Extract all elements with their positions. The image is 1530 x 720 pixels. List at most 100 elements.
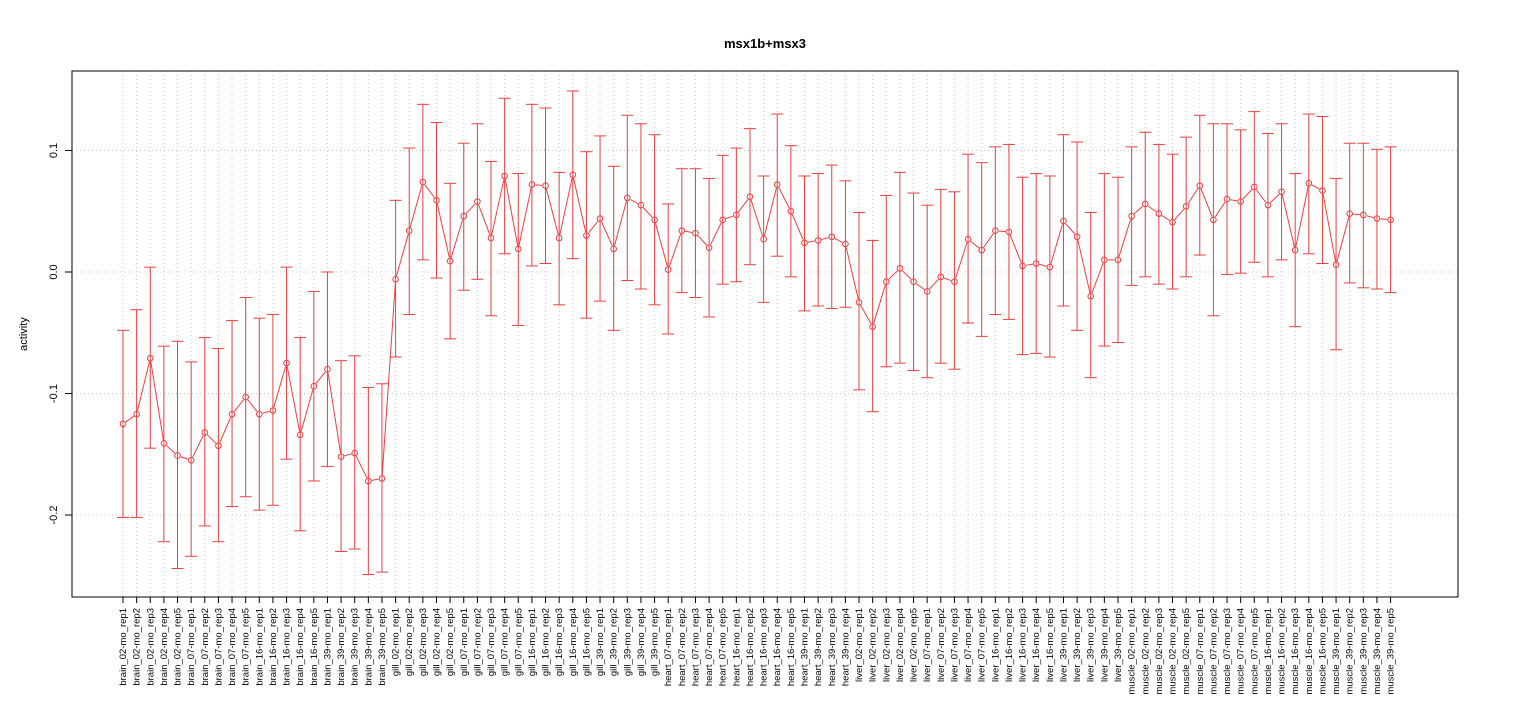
x-tick-label: muscle_39-mo_rep5 — [1386, 608, 1397, 695]
x-tick-label: muscle_07-mo_rep1 — [1195, 608, 1206, 695]
x-tick-label: gill_16-mo_rep2 — [541, 608, 552, 676]
data-point — [692, 229, 699, 237]
data-point — [405, 227, 413, 234]
data-point — [242, 393, 249, 401]
series-line-segment — [845, 247, 859, 300]
series-line-segment — [1336, 216, 1350, 262]
series-line-segment — [614, 201, 627, 246]
x-tick-label: liver_16-mo_rep4 — [1031, 608, 1042, 682]
series-line-segment — [943, 277, 952, 282]
data-point — [187, 457, 195, 464]
series-line-segment — [821, 237, 829, 240]
chart-title: msx1b+msx3 — [724, 36, 806, 51]
y-tick-label: 0.0 — [48, 264, 60, 279]
grid-layer — [72, 71, 1458, 597]
series-line-segment — [381, 282, 396, 476]
data-point — [351, 449, 359, 457]
data-point — [460, 212, 468, 220]
data-point — [869, 323, 876, 330]
x-tick-label: gill_16-mo_rep5 — [581, 608, 592, 676]
x-tick-label: brain_16-mo_rep3 — [282, 608, 293, 686]
x-tick-label: liver_16-mo_rep3 — [1018, 608, 1029, 682]
data-point — [678, 227, 686, 234]
x-tick-label: liver_07-mo_rep4 — [963, 608, 974, 682]
x-tick-label: heart_39-mo_rep4 — [840, 608, 851, 686]
data-point — [583, 232, 590, 239]
series-line-segment — [710, 222, 722, 245]
data-point — [746, 193, 754, 200]
data-point — [1032, 260, 1040, 267]
data-point — [1223, 195, 1231, 203]
series-line-segment — [970, 240, 980, 249]
x-tick-label: liver_07-mo_rep2 — [936, 608, 947, 682]
x-tick-label: muscle_07-mo_rep2 — [1208, 608, 1219, 695]
data-point — [1169, 218, 1176, 226]
data-point — [951, 278, 958, 286]
x-tick-label: muscle_02-mo_rep3 — [1154, 608, 1165, 695]
x-tick-label: heart_07-mo_rep4 — [704, 608, 715, 686]
series-line-segment — [219, 417, 232, 443]
series-line-segment — [1187, 188, 1199, 204]
series-line-segment — [504, 179, 519, 246]
series-line-segment — [860, 305, 872, 324]
x-tick-label: brain_07-mo_rep3 — [213, 608, 224, 686]
x-tick-label: muscle_16-mo_rep4 — [1304, 608, 1315, 695]
data-point — [269, 407, 277, 414]
data-point — [1291, 246, 1299, 254]
series-line-segment — [1077, 240, 1091, 293]
data-point — [801, 239, 808, 247]
series-line-segment — [1133, 205, 1143, 215]
series-line-segment — [247, 399, 258, 412]
x-tick-label: gill_39-mo_rep5 — [650, 608, 661, 676]
series-line-segment — [916, 283, 925, 290]
series-line-segment — [902, 270, 912, 280]
series-line-segment — [262, 410, 270, 414]
data-point — [610, 245, 617, 253]
x-tick-label: gill_07-mo_rep4 — [500, 608, 511, 676]
x-tick-label: muscle_39-mo_rep1 — [1331, 608, 1342, 695]
x-tick-label: heart_16-mo_rep2 — [745, 608, 756, 686]
data-point — [528, 181, 536, 188]
x-tick-label: brain_39-mo_rep5 — [377, 608, 388, 686]
data-point — [501, 172, 508, 180]
plot-frame — [71, 70, 1459, 598]
series-line-segment — [1200, 188, 1213, 217]
series-line-segment — [300, 389, 314, 432]
data-point — [773, 181, 781, 188]
series-line-segment — [180, 456, 189, 460]
series-line-segment — [192, 435, 204, 458]
series-line-segment — [763, 187, 777, 236]
series-line-segment — [1380, 218, 1388, 220]
series-line-segment — [1039, 263, 1047, 267]
x-tick-label: muscle_02-mo_rep4 — [1168, 608, 1179, 695]
x-tick-label: gill_16-mo_rep4 — [568, 608, 579, 676]
series-line-segment — [1255, 189, 1267, 203]
series-line-segment — [491, 179, 505, 235]
x-tick-label: muscle_16-mo_rep1 — [1263, 608, 1274, 695]
data-point — [937, 273, 945, 281]
series-line-segment — [396, 233, 409, 277]
y-axis-label: activity — [18, 317, 30, 351]
data-point — [1128, 212, 1135, 220]
data-point — [119, 420, 127, 428]
data-point — [555, 234, 563, 242]
data-point — [896, 265, 904, 272]
series-line-segment — [206, 434, 217, 444]
data-point — [1114, 256, 1122, 264]
series-line-segment — [834, 237, 843, 243]
data-point — [787, 207, 795, 215]
x-tick-label: muscle_39-mo_rep4 — [1372, 608, 1383, 695]
x-tick-label: heart_16-mo_rep4 — [772, 608, 783, 686]
x-tick-label: gill_39-mo_rep1 — [595, 608, 606, 676]
x-tick-label: heart_39-mo_rep1 — [800, 608, 811, 686]
data-point — [1319, 187, 1326, 194]
data-point — [733, 211, 740, 219]
series-line-segment — [1353, 213, 1360, 216]
y-tick-label: -0.1 — [48, 384, 60, 403]
series-line-segment — [478, 204, 491, 235]
data-point — [419, 178, 427, 186]
x-tick-label: heart_16-mo_rep5 — [786, 608, 797, 686]
series-line-segment — [1311, 184, 1320, 190]
series-line-segment — [1091, 262, 1104, 294]
